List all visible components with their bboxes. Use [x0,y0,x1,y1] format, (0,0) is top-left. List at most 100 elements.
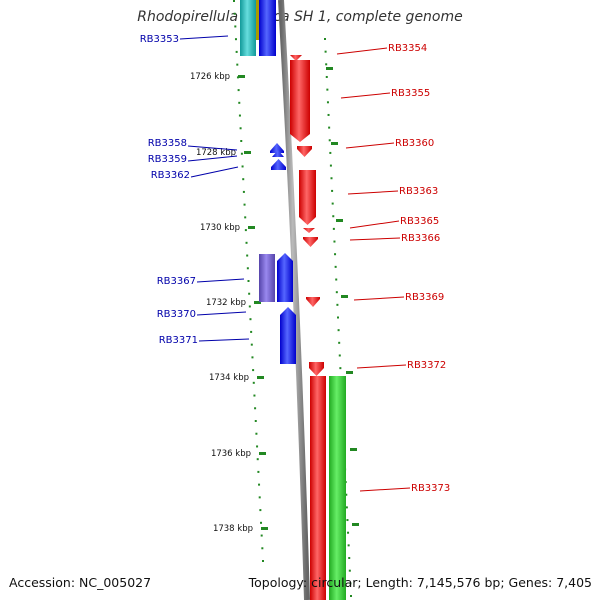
label-rb3358: RB3358 [148,138,187,149]
inner-tick-dot [256,445,259,448]
label-rb3371-leader [198,338,250,342]
gene-rb3369 [306,297,320,307]
inner-tick-dot [254,407,257,410]
inner-tick-dot [236,76,239,79]
outer-tick-dot [338,354,341,357]
outer-tick-dot [329,164,332,167]
tick-label: 1736 kbp [211,449,251,459]
outer-tick-dot [328,126,331,129]
outer-tick-dot [348,569,351,572]
label-rb3360-leader [345,142,395,149]
inner-tick-dot [246,267,249,270]
inner-tick-dot [260,521,263,524]
outer-tick-dot [334,265,337,268]
label-rb3360: RB3360 [395,138,434,149]
major-tick [244,151,251,154]
label-rb3369-leader [353,296,405,301]
label-rb3363: RB3363 [399,186,438,197]
genome-backbone [278,0,310,600]
label-rb3366-leader [349,237,401,241]
inner-tick-dot [252,369,255,372]
major-ticks: 1726 kbp 1728 kbp 1730 kbp 1732 kbp 1734 kbp… [190,67,359,534]
label-rb3362: RB3362 [151,170,190,181]
tick-label: 1732 kbp [206,298,246,308]
inner-tick-dot [261,547,264,550]
inner-tick-dot [235,50,238,53]
outer-tick-dot [349,582,352,585]
outer-tick-dot [327,113,330,116]
outer-tick-dot [336,303,339,306]
map-title: Rhodopirellula baltica SH 1, complete ge… [137,9,463,25]
inner-tick-dot [239,127,242,130]
inner-tick-dot [233,12,236,15]
tick-label: 1730 kbp [200,223,240,233]
inner-tick-dot [244,229,247,232]
outer-tick-dot [324,38,326,40]
outer-tick-dot [345,493,348,496]
label-rb3373: RB3373 [411,483,450,494]
gene-rb3362 [271,159,286,170]
inner-tick-dot [250,330,253,333]
outer-tick-dot [335,291,338,294]
outer-tick-dot [337,329,340,332]
tick-label: 1726 kbp [190,72,230,82]
inner-tick-dot [240,140,243,142]
inner-tick-dot [249,318,252,321]
inner-tick-dot [233,0,235,2]
inner-tick-dot [244,216,247,219]
label-rb3353-leader [179,35,229,40]
outer-tick-dot [345,506,348,509]
outer-tick-dot [326,101,329,104]
outer-major-tick [346,371,353,374]
gene-rb3360 [297,146,312,157]
gene-rb3358 [270,143,284,153]
major-tick [238,75,245,78]
label-rb3365-leader [349,220,400,229]
label-rb3369: RB3369 [405,292,444,303]
inner-tick-dot [241,165,244,168]
outer-major-tick [331,142,338,145]
label-rb3353: RB3353 [140,34,179,45]
gene-rb3353 [259,0,276,56]
label-rb3366: RB3366 [401,233,440,244]
outer-tick-dot [350,595,352,597]
gene-rb3367 [259,254,275,302]
label-rb3372: RB3372 [407,360,446,371]
label-rb3359: RB3359 [148,154,187,165]
inner-tick-dot [238,114,241,117]
major-tick [259,452,266,455]
inner-tick-dot [262,560,264,562]
label-rb3371: RB3371 [159,335,198,346]
inner-tick-dot [257,470,260,473]
label-rb3367: RB3367 [157,276,196,287]
inner-tick-dot [240,152,243,155]
inner-tick-dot [237,89,240,92]
outer-tick-dot [339,367,342,370]
gene-rrna-green [329,376,346,600]
label-rb3362-leader [190,166,239,178]
outer-tick-dot [334,253,337,256]
inner-tick-dot [245,241,248,244]
label-rb3372-leader [356,364,407,369]
inner-tick-dot [243,203,246,206]
gene-rb3355 [290,60,310,142]
label-rb3359-leader [187,155,238,162]
gene-rb3353-cyan [240,0,256,56]
label-rb3373-leader [359,487,411,492]
label-rb3363-leader [347,190,399,195]
gene-olive-sliver [256,0,260,40]
gene-labels: RB3353 RB3358 RB3359 RB3362 RB3367 RB3370 RB33… [140,34,451,494]
inner-tick-dot [236,63,239,66]
tick-label: 1738 kbp [213,524,253,534]
gene-rb3372 [309,362,324,376]
outer-tick-dot [337,316,339,319]
label-rb3354-leader [336,47,388,55]
inner-tick-dot [254,420,257,422]
label-rb3370: RB3370 [157,309,196,320]
tick-dots [233,0,352,597]
inner-tick-dot [242,190,245,193]
inner-tick-dot [238,101,241,104]
gene-rb3373 [310,376,326,600]
outer-tick-dot [347,531,350,534]
gene-rb3366 [303,237,318,247]
